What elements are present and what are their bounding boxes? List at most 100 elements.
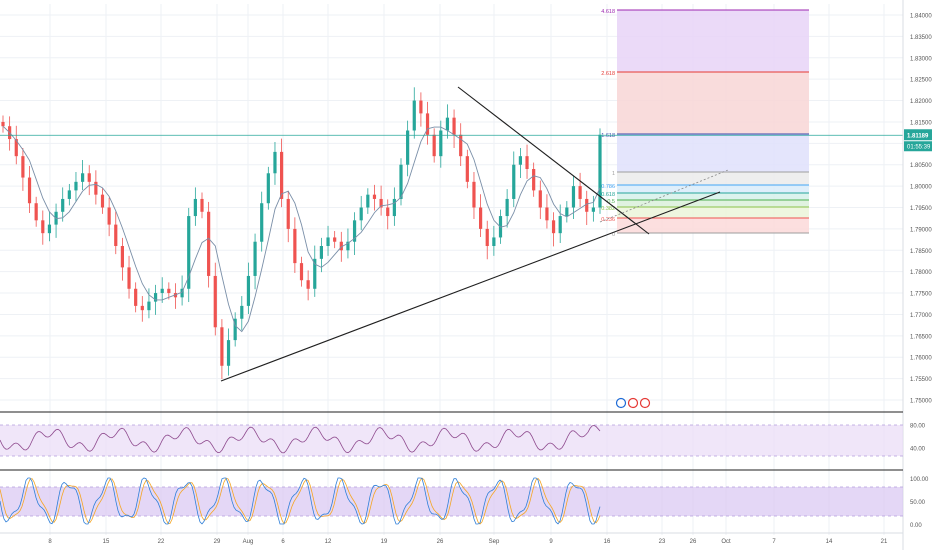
projection-line <box>599 169 729 223</box>
last-price-badge <box>904 129 932 141</box>
candle-body <box>479 207 483 229</box>
candle-body <box>200 198 204 212</box>
candle-body <box>406 130 410 165</box>
candle-body <box>14 139 18 157</box>
price-tick-label: 1.83500 <box>910 35 932 41</box>
candle-body <box>452 117 456 135</box>
candle-body <box>226 340 231 366</box>
time-tick-label: 26 <box>437 539 444 545</box>
stochastic-pane[interactable]: 100.00 50.00 0.00 <box>0 469 929 529</box>
candle-body <box>67 190 71 199</box>
price-tick-label: 1.76500 <box>910 334 932 340</box>
fib-zone <box>617 72 809 134</box>
fib-level-label: 0.618 <box>601 192 615 198</box>
price-tick-label: 1.80000 <box>910 185 932 191</box>
time-tick-label: 15 <box>103 539 110 545</box>
time-tick-label: 23 <box>659 539 666 545</box>
candle-body <box>147 301 151 311</box>
price-tick-label: 1.77000 <box>910 313 932 319</box>
time-tick-label: Oct <box>721 539 731 545</box>
candle-body <box>372 194 377 199</box>
time-tick-label: 21 <box>881 539 888 545</box>
candle-body <box>253 241 257 276</box>
time-tick-label: 16 <box>604 539 611 545</box>
fib-level-label: 0.382 <box>601 206 615 212</box>
time-tick-label: Sep <box>489 539 500 545</box>
time-tick-label: 22 <box>158 539 165 545</box>
candle-body <box>571 186 576 208</box>
fib-zone <box>617 207 809 218</box>
candle-body <box>233 318 237 341</box>
time-tick-label: 19 <box>381 539 388 545</box>
rsi-pane[interactable]: 80.00 40.00 <box>0 411 926 457</box>
fib-level-label: 0.236 <box>601 217 615 223</box>
candle-body <box>240 305 244 319</box>
fib-level-label: 2.618 <box>601 71 615 77</box>
candle-body <box>27 177 32 204</box>
event-flag-icon <box>615 397 627 409</box>
candle-body <box>140 305 144 311</box>
rsi-line <box>0 424 601 454</box>
price-tick-label: 1.78500 <box>910 249 932 255</box>
price-axis[interactable]: 1.84000 1.83500 1.83000 1.82500 1.82000 1.815… <box>902 0 932 550</box>
fib-zone <box>617 10 809 72</box>
candle-body <box>153 293 158 302</box>
candle-body <box>392 198 396 217</box>
fib-zone <box>617 172 809 185</box>
fib-zone <box>617 134 809 172</box>
candle-body <box>359 207 363 221</box>
candle-body <box>81 173 85 182</box>
candle-body <box>246 275 251 306</box>
event-markers[interactable] <box>615 397 651 409</box>
candle-body <box>439 130 443 157</box>
candle-body <box>366 194 370 208</box>
candle-body <box>525 156 529 169</box>
candle-body <box>160 288 164 294</box>
ascending-trendline <box>220 191 721 382</box>
candle-body <box>412 100 416 131</box>
price-tick-label: 1.75000 <box>910 399 932 405</box>
time-tick-label: 26 <box>690 539 697 545</box>
countdown-badge <box>904 141 932 152</box>
fib-zone <box>617 185 809 193</box>
triangle-trendlines[interactable] <box>220 86 729 382</box>
candle-body <box>273 151 277 174</box>
candle-body <box>472 181 476 208</box>
candle-body <box>565 207 569 217</box>
last-price-value: 1.81189 <box>907 134 929 140</box>
candle-body <box>532 169 536 191</box>
candle-body <box>326 237 330 246</box>
candlestick-series <box>1 87 602 380</box>
event-flag-icon <box>627 397 639 409</box>
candle-body <box>127 267 131 289</box>
candle-body <box>518 156 522 165</box>
candle-body <box>167 288 171 294</box>
candle-body <box>379 198 383 208</box>
price-tick-label: 1.79500 <box>910 206 932 212</box>
time-tick-label: Aug <box>243 539 254 545</box>
candle-body <box>339 241 343 251</box>
stoch-tick-label: 0.00 <box>910 523 922 529</box>
stoch-band <box>0 487 903 516</box>
candle-body <box>598 134 602 208</box>
candle-body <box>545 207 549 221</box>
rsi-tick-label: 80.00 <box>910 424 926 430</box>
candle-body <box>578 186 582 199</box>
price-tick-label: 1.76000 <box>910 356 932 362</box>
candle-body <box>485 228 489 246</box>
candle-body <box>346 241 350 251</box>
candle-body <box>459 134 463 157</box>
fib-level-label: 1 <box>612 171 615 177</box>
candle-body <box>306 280 310 289</box>
candle-body <box>512 164 516 199</box>
time-axis[interactable]: 8 15 22 29 Aug 6 12 19 26 Sep 9 16 23 26 Oct 7 14 21 <box>0 532 903 545</box>
candle-body <box>120 246 124 268</box>
candle-body <box>280 151 284 199</box>
fib-level-label: 4.618 <box>601 9 615 15</box>
time-tick-label: 14 <box>826 539 833 545</box>
candle-body <box>386 207 390 217</box>
candle-body <box>505 198 509 217</box>
candle-body <box>293 228 297 264</box>
